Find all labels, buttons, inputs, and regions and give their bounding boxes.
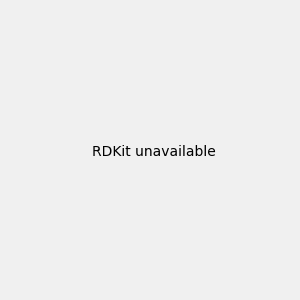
- Text: RDKit unavailable: RDKit unavailable: [92, 145, 216, 158]
